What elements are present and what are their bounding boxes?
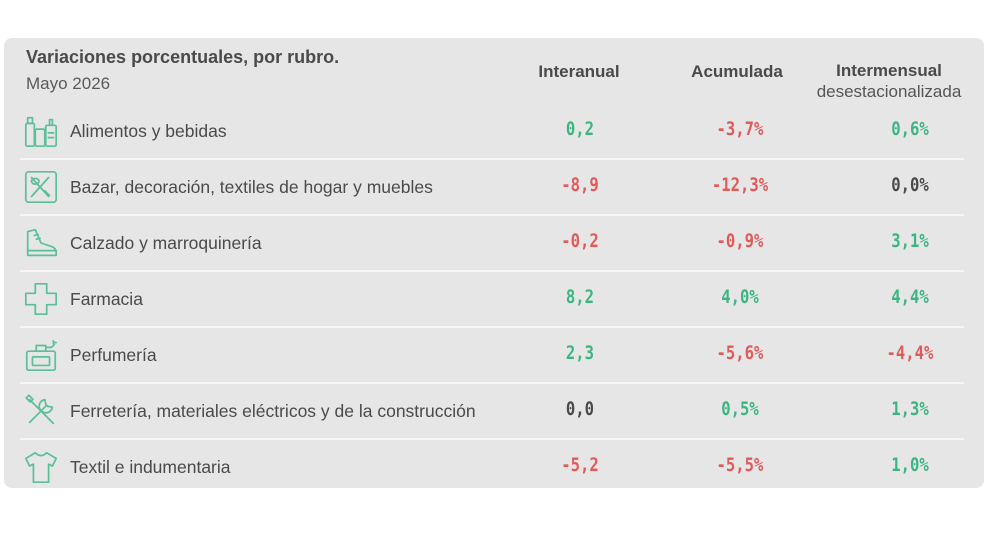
- intermensual-value: -4,4%: [886, 342, 934, 364]
- column-header-interanual: Interanual: [538, 62, 620, 81]
- intermensual-value: 1,0%: [891, 454, 929, 476]
- column-header-acumulada: Acumulada: [691, 62, 783, 81]
- intermensual-value: 0,6%: [891, 118, 929, 140]
- acumulada-value: 0,5%: [721, 398, 759, 420]
- intermensual-value: 3,1%: [891, 230, 929, 252]
- tshirt-icon: [22, 448, 60, 486]
- row-label: Ferretería, materiales eléctricos y de l…: [70, 401, 476, 421]
- variation-table-card: Variaciones porcentuales, por rubro. May…: [4, 38, 984, 488]
- perfume-icon: [22, 336, 60, 374]
- row-label: Calzado y marroquinería: [70, 233, 262, 253]
- interanual-value: 0,0: [565, 398, 595, 420]
- table-row: Perfumería 2,3 -5,6% -4,4%: [20, 328, 964, 384]
- table-row: Ferretería, materiales eléctricos y de l…: [20, 384, 964, 440]
- pharmacy-cross-icon: [22, 280, 60, 318]
- row-label: Alimentos y bebidas: [70, 121, 227, 141]
- intermensual-value: 4,4%: [891, 286, 929, 308]
- interanual-value: -8,9: [561, 174, 599, 196]
- table-row: Alimentos y bebidas 0,2 -3,7% 0,6%: [20, 104, 964, 160]
- table-title: Variaciones porcentuales, por rubro.: [26, 47, 340, 67]
- row-label: Perfumería: [70, 345, 157, 365]
- row-label: Bazar, decoración, textiles de hogar y m…: [70, 177, 433, 197]
- interanual-value: 8,2: [565, 286, 595, 308]
- interanual-value: -0,2: [561, 230, 599, 252]
- acumulada-value: -5,5%: [716, 454, 764, 476]
- row-label: Textil e indumentaria: [70, 457, 231, 477]
- table-row: Farmacia 8,2 4,0% 4,4%: [20, 272, 964, 328]
- table-subtitle: Mayo 2026: [26, 74, 111, 93]
- grocery-icon: [22, 112, 60, 150]
- table-row: Textil e indumentaria -5,2 -5,5% 1,0%: [20, 440, 964, 494]
- table-row: Calzado y marroquinería -0,2 -0,9% 3,1%: [20, 216, 964, 272]
- column-header-intermensual: Intermensual desestacionalizada: [799, 60, 979, 102]
- intermensual-value: 0,0%: [891, 174, 929, 196]
- acumulada-value: -3,7%: [716, 118, 764, 140]
- acumulada-value: -5,6%: [716, 342, 764, 364]
- acumulada-value: -0,9%: [716, 230, 764, 252]
- interanual-value: 2,3: [565, 342, 595, 364]
- table-body: Alimentos y bebidas 0,2 -3,7% 0,6% Bazar…: [20, 104, 964, 494]
- row-label: Farmacia: [70, 289, 143, 309]
- interanual-value: -5,2: [561, 454, 599, 476]
- intermensual-value: 1,3%: [891, 398, 929, 420]
- shoe-icon: [22, 224, 60, 262]
- interanual-value: 0,2: [565, 118, 595, 140]
- tools-icon: [22, 392, 60, 430]
- bazaar-icon: [22, 168, 60, 206]
- acumulada-value: 4,0%: [721, 286, 759, 308]
- acumulada-value: -12,3%: [711, 174, 769, 196]
- column-header-intermensual-title: Intermensual: [836, 61, 942, 80]
- table-row: Bazar, decoración, textiles de hogar y m…: [20, 160, 964, 216]
- column-header-intermensual-sub: desestacionalizada: [816, 82, 962, 101]
